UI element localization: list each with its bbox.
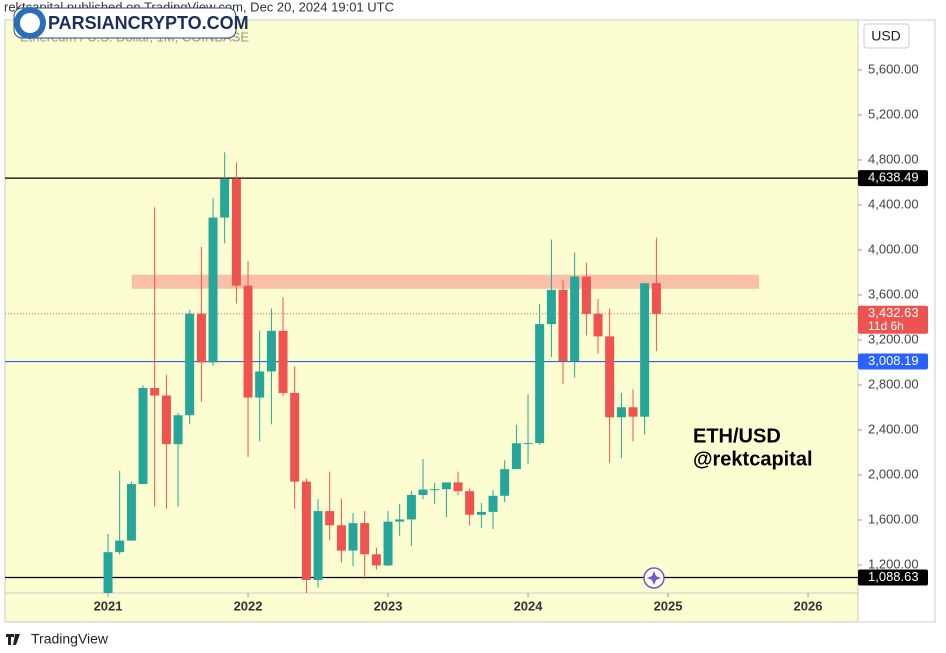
candle-body — [418, 489, 428, 496]
x-tick-label: 2021 — [94, 598, 123, 613]
candle-body — [126, 484, 136, 541]
x-tick-label: 2026 — [794, 598, 823, 613]
y-tick-label: 1,200.00 — [868, 556, 919, 571]
candle-body — [255, 371, 265, 398]
candle-body — [161, 395, 171, 445]
candle-body — [511, 443, 521, 470]
candle-body — [465, 491, 475, 515]
candle-body — [115, 540, 125, 553]
candle-body — [651, 283, 661, 314]
candle-body — [266, 330, 276, 372]
price-label: 3,432.63 — [868, 305, 919, 320]
candle-body — [500, 469, 510, 496]
candle-body — [640, 283, 650, 417]
candle-body — [220, 179, 230, 218]
y-tick-label: 4,000.00 — [868, 241, 919, 256]
candle-body — [196, 313, 206, 363]
x-tick-label: 2022 — [234, 598, 263, 613]
watermark-text: PARSIANCRYPTO.COM — [48, 13, 249, 33]
candle-body — [476, 511, 486, 515]
y-tick-label: 2,400.00 — [868, 421, 919, 436]
price-label-box — [858, 569, 928, 586]
currency-box — [863, 23, 910, 49]
watermark: PARSIANCRYPTO.COM — [13, 7, 249, 39]
x-tick-label: 2024 — [514, 598, 544, 613]
countdown-label: 11d 6h — [868, 319, 904, 333]
y-tick-label: 4,400.00 — [868, 196, 919, 211]
y-tick-label: 5,600.00 — [868, 61, 919, 76]
candle-body — [395, 519, 405, 522]
y-tick-label: 5,200.00 — [868, 106, 919, 121]
candle-body — [605, 336, 615, 418]
candle-body — [406, 495, 416, 520]
candle-body — [231, 179, 241, 286]
candle-body — [138, 388, 148, 485]
price-label: 1,088.63 — [868, 569, 919, 584]
sparkle-icon — [643, 567, 665, 589]
footer: TradingView — [31, 631, 109, 647]
candle-body — [593, 313, 603, 337]
price-label-box — [858, 353, 928, 370]
y-tick-label: 3,600.00 — [868, 286, 919, 301]
y-tick-label: 3,200.00 — [868, 331, 919, 346]
candle-body — [243, 285, 253, 398]
candle-body — [336, 525, 346, 551]
candle-body — [383, 521, 393, 566]
candle-body — [185, 313, 195, 416]
candle-body — [453, 482, 463, 492]
annotation: @rektcapital — [693, 448, 813, 470]
candle-body — [103, 552, 113, 593]
candle-body — [360, 523, 370, 555]
y-tick-label: 2,000.00 — [868, 466, 919, 481]
candle-body — [325, 511, 335, 526]
candle-body — [628, 407, 638, 417]
candle-body — [570, 276, 580, 362]
resistance-zone — [131, 274, 760, 289]
candle-body — [558, 289, 568, 362]
candle-body — [290, 392, 300, 482]
y-tick-label: 2,800.00 — [868, 376, 919, 391]
candle-body — [313, 511, 323, 580]
candle-body — [616, 407, 626, 418]
candle-body — [546, 289, 556, 325]
price-label-box — [858, 170, 928, 187]
price-label: 4,638.49 — [868, 170, 919, 185]
plot — [5, 152, 858, 593]
candle-body — [535, 324, 545, 444]
price-label-box — [858, 305, 928, 334]
currency: USD — [871, 28, 901, 44]
candle-body — [173, 415, 183, 445]
candle-body — [523, 443, 533, 445]
annotation: ETH/USD — [693, 425, 781, 447]
x-tick-label: 2025 — [654, 598, 683, 613]
candle-body — [348, 523, 358, 551]
y-tick-label: 4,800.00 — [868, 151, 919, 166]
candle-body — [301, 481, 311, 580]
candle-body — [278, 330, 288, 393]
candle-body — [488, 495, 498, 512]
y-tick-label: 1,600.00 — [868, 511, 919, 526]
candle-body — [441, 482, 451, 490]
candle-body — [581, 276, 591, 314]
candle-body — [371, 554, 381, 566]
price-label: 3,008.19 — [868, 353, 919, 368]
x-tick-label: 2023 — [374, 598, 403, 613]
candle-body — [208, 217, 218, 363]
candle-body — [430, 489, 440, 491]
candle-body — [150, 388, 160, 396]
logo — [6, 634, 20, 645]
